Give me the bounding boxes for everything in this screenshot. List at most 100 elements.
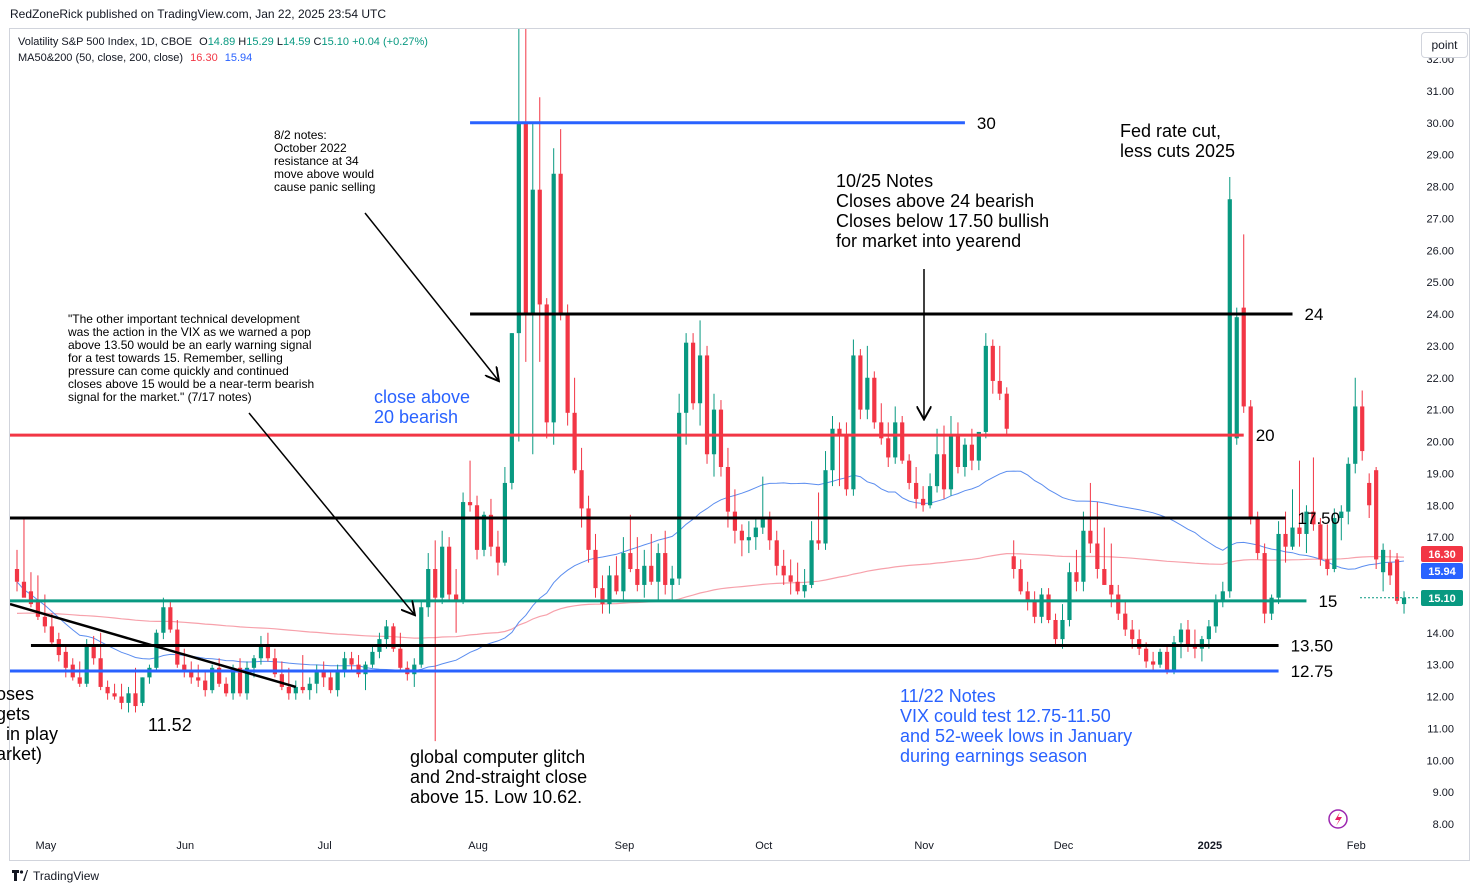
candle-body: [426, 569, 431, 608]
trendline: [10, 602, 297, 689]
candle-body: [684, 342, 689, 413]
candle: [440, 530, 445, 605]
candle-body: [1081, 530, 1086, 582]
candle: [593, 533, 598, 598]
candle-body: [607, 575, 612, 605]
candle: [196, 664, 201, 687]
ohlc-open: 14.89: [207, 36, 236, 48]
candle-body: [1206, 626, 1211, 640]
candle-body: [816, 540, 821, 544]
annotation-line: 10/25 Notes: [836, 171, 933, 191]
candle: [851, 339, 856, 496]
candle-body: [656, 553, 661, 582]
candle: [718, 400, 724, 477]
candle: [830, 416, 835, 487]
candle-body: [495, 546, 501, 563]
candle-body: [1095, 543, 1100, 569]
candle-body: [934, 454, 940, 487]
candle: [816, 492, 821, 550]
candle-body: [251, 658, 257, 668]
candle: [509, 333, 514, 490]
candle: [879, 403, 884, 445]
candle-body: [1046, 594, 1051, 620]
candle: [1346, 457, 1351, 525]
candle-body: [314, 671, 319, 684]
candle: [823, 451, 828, 550]
candle: [1304, 505, 1309, 554]
candle: [809, 521, 814, 589]
y-tick-label: 11.00: [1427, 723, 1454, 735]
candle-body: [1088, 530, 1093, 544]
candle-body: [530, 189, 535, 314]
ohlc-high-label: H: [238, 36, 247, 48]
candle: [300, 655, 305, 694]
candle-body: [321, 671, 326, 678]
candle-body: [509, 333, 514, 483]
candle-body: [35, 600, 41, 617]
candle-body: [91, 645, 96, 659]
tradingview-brand[interactable]: TradingView: [12, 869, 99, 883]
y-tick-label: 23.00: [1426, 341, 1454, 353]
candle-body: [1248, 406, 1253, 518]
candle-body: [1381, 549, 1386, 573]
candle-body: [990, 345, 995, 381]
chart-frame: [9, 28, 1470, 861]
candle-body: [454, 594, 459, 601]
candle-body: [1325, 559, 1330, 569]
candle-body: [1011, 556, 1016, 569]
candle: [98, 632, 103, 691]
candle: [934, 428, 940, 493]
candle: [1353, 377, 1358, 474]
candle: [537, 97, 542, 362]
symbol-row: Volatility S&P 500 Index, 1D, CBOE O14.8…: [18, 34, 428, 50]
candle-body: [663, 553, 668, 585]
candle-body: [279, 674, 284, 687]
candle: [1401, 591, 1407, 614]
candle-body: [335, 671, 340, 691]
candle: [1185, 620, 1191, 652]
lightning-icon: [1328, 809, 1348, 829]
candle: [900, 416, 905, 464]
y-tick-label: 12.00: [1426, 692, 1454, 704]
candle-body: [921, 498, 926, 506]
symbol-name[interactable]: Volatility S&P 500 Index, 1D, CBOE: [18, 36, 193, 48]
candle-body: [370, 651, 375, 665]
candle: [1123, 600, 1128, 636]
point-scale-button[interactable]: point: [1421, 32, 1468, 58]
candle: [921, 486, 926, 512]
candle-body: [677, 412, 682, 579]
candle: [886, 422, 891, 467]
candle-body: [488, 514, 494, 547]
plot-area: [10, 29, 1407, 742]
candle: [237, 658, 243, 697]
candle: [133, 667, 138, 713]
annotation-line: during earnings season: [900, 746, 1087, 766]
candle-body: [412, 664, 417, 675]
candle: [962, 438, 968, 477]
candle: [1192, 629, 1198, 659]
ma-indicator-label[interactable]: MA50&200 (50, close, 200, close): [18, 52, 184, 64]
candle: [1367, 473, 1372, 518]
candle-body: [133, 693, 138, 707]
candle-body: [1290, 527, 1295, 547]
y-tick-label: 31.00: [1426, 86, 1454, 98]
candle: [760, 476, 765, 534]
y-tick-label: 18.00: [1426, 500, 1454, 512]
candle: [697, 320, 703, 426]
candle: [1046, 588, 1051, 624]
candle: [642, 549, 647, 598]
candle-body: [189, 671, 194, 678]
level-label: 17.50: [1298, 509, 1341, 528]
annotation-text: oses gets; in play arket): [0, 684, 58, 764]
candle-body: [502, 482, 507, 563]
tradingview-logo-icon: [12, 870, 28, 882]
candle: [1102, 527, 1107, 585]
ohlc-close-label: C: [313, 36, 322, 48]
candle: [363, 661, 368, 691]
annotation-line: 8/2 notes:: [274, 128, 327, 142]
candle: [572, 377, 577, 474]
annotation-text: 11/22 Notes VIX could test 12.75-11.50 and…: [900, 686, 1132, 766]
candle-body: [328, 677, 333, 691]
candle: [649, 533, 654, 585]
